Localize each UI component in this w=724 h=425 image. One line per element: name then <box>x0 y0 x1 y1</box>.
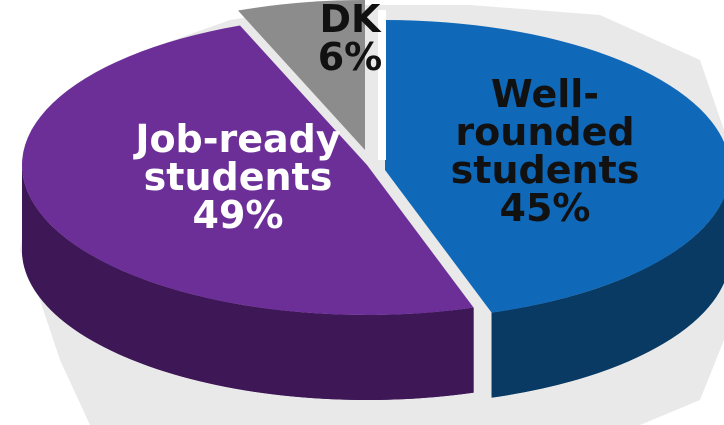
slice-category-label-0: rounded <box>455 110 634 154</box>
slice-value-label-1: 49% <box>193 193 284 237</box>
slice-gap <box>378 10 386 160</box>
slice-category-label-0: Well- <box>491 72 599 116</box>
pie-slice-0 <box>385 20 724 313</box>
pie-slice-side-1-1 <box>22 165 474 400</box>
pie-tops <box>21 0 724 316</box>
slice-value-label-0: 45% <box>500 186 591 230</box>
slice-category-label-1: students <box>144 155 333 199</box>
slice-category-label-1: Job-ready <box>132 117 341 161</box>
pie-slice-1 <box>21 25 474 316</box>
pie-labels: Well-roundedstudents45%Job-readystudents… <box>132 0 639 237</box>
slice-category-label-2: DK <box>320 0 383 41</box>
slice-category-label-0: students <box>451 148 640 192</box>
slice-label-group-2: DK6% <box>318 0 383 79</box>
pie-slice-2 <box>237 0 365 150</box>
slice-value-label-2: 6% <box>318 35 383 79</box>
pie-slice-side-0-1 <box>491 197 724 398</box>
pie-sides <box>22 165 724 400</box>
